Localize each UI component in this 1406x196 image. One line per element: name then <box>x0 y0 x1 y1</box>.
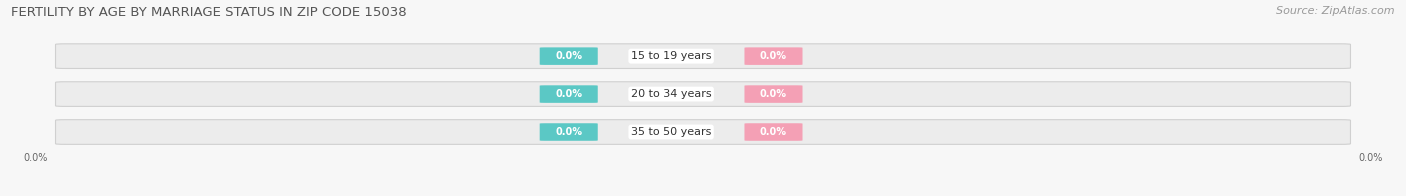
Text: 0.0%: 0.0% <box>555 127 582 137</box>
FancyBboxPatch shape <box>540 85 598 103</box>
Text: 20 to 34 years: 20 to 34 years <box>631 89 711 99</box>
Text: 0.0%: 0.0% <box>555 89 582 99</box>
FancyBboxPatch shape <box>744 123 803 141</box>
FancyBboxPatch shape <box>540 123 598 141</box>
Text: 0.0%: 0.0% <box>761 89 787 99</box>
Text: 0.0%: 0.0% <box>761 51 787 61</box>
FancyBboxPatch shape <box>55 120 1351 144</box>
Text: 35 to 50 years: 35 to 50 years <box>631 127 711 137</box>
Text: FERTILITY BY AGE BY MARRIAGE STATUS IN ZIP CODE 15038: FERTILITY BY AGE BY MARRIAGE STATUS IN Z… <box>11 6 406 19</box>
FancyBboxPatch shape <box>744 85 803 103</box>
Text: 15 to 19 years: 15 to 19 years <box>631 51 711 61</box>
FancyBboxPatch shape <box>55 82 1351 106</box>
FancyBboxPatch shape <box>744 47 803 65</box>
Text: 0.0%: 0.0% <box>761 127 787 137</box>
Text: Source: ZipAtlas.com: Source: ZipAtlas.com <box>1277 6 1395 16</box>
FancyBboxPatch shape <box>55 44 1351 68</box>
Text: 0.0%: 0.0% <box>555 51 582 61</box>
Text: 0.0%: 0.0% <box>24 153 48 163</box>
Text: 0.0%: 0.0% <box>1358 153 1382 163</box>
FancyBboxPatch shape <box>540 47 598 65</box>
